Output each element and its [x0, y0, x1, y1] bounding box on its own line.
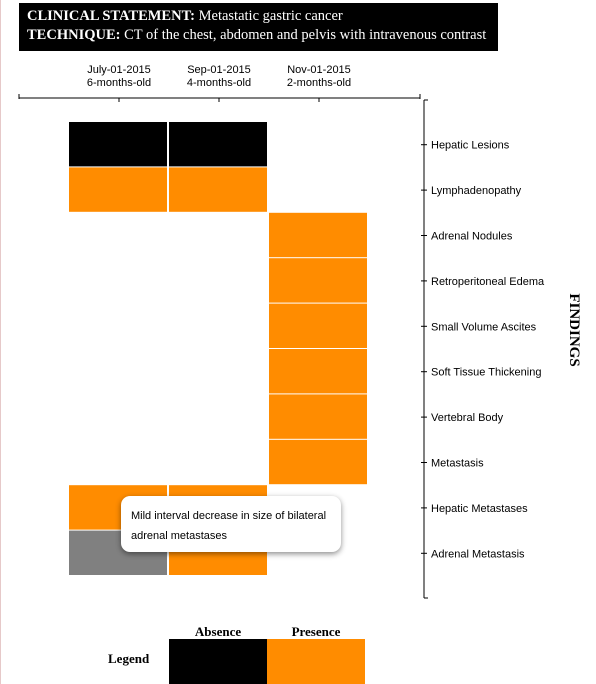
- heatmap-cell-presence: [269, 212, 367, 258]
- heatmap-cell-presence: [69, 167, 167, 212]
- clinical-statement: CLINICAL STATEMENT: Metastatic gastric c…: [27, 7, 498, 26]
- finding-label: Hepatic Lesions: [431, 140, 510, 152]
- finding-label: Adrenal Metastasis: [431, 548, 525, 560]
- finding-label: Soft Tissue Thickening: [431, 367, 541, 379]
- technique: TECHNIQUE: CT of the chest, abdomen and …: [27, 26, 498, 45]
- heatmap-cell-presence: [269, 258, 367, 303]
- legend-presence-swatch: [267, 639, 365, 684]
- finding-label: Lymphadenopathy: [431, 185, 522, 197]
- heatmap-cell-presence: [269, 349, 367, 394]
- finding-label: Metastasis: [431, 458, 484, 470]
- report-header: CLINICAL STATEMENT: Metastatic gastric c…: [19, 3, 498, 51]
- column-age-label: 2-months-old: [287, 77, 351, 89]
- finding-label: Hepatic Metastases: [431, 503, 528, 515]
- column-date-label: July-01-2015: [87, 64, 151, 76]
- finding-label: Small Volume Ascites: [431, 321, 537, 333]
- legend-title: Legend: [108, 651, 150, 666]
- heatmap-cell-presence: [169, 167, 267, 212]
- heatmap-cell-presence: [269, 303, 367, 348]
- heatmap-cell-presence: [269, 439, 367, 485]
- findings-axis-title: FINDINGS: [566, 293, 582, 366]
- finding-label: Retroperitoneal Edema: [431, 276, 545, 288]
- cell-tooltip: Mild interval decrease in size of bilate…: [121, 496, 341, 552]
- technique-value: CT of the chest, abdomen and pelvis with…: [124, 27, 487, 43]
- clinical-statement-label: CLINICAL STATEMENT:: [27, 8, 195, 24]
- column-date-label: Nov-01-2015: [287, 64, 351, 76]
- page-left-border: [0, 0, 1, 684]
- column-age-label: 6-months-old: [87, 77, 151, 89]
- legend-absence-swatch: [169, 639, 267, 684]
- clinical-statement-value: Metastatic gastric cancer: [198, 8, 343, 24]
- finding-label: Adrenal Nodules: [431, 231, 513, 243]
- column-age-label: 4-months-old: [187, 77, 251, 89]
- heatmap-cell-presence: [269, 394, 367, 439]
- finding-label: Vertebral Body: [431, 412, 504, 424]
- technique-label: TECHNIQUE:: [27, 27, 121, 43]
- heatmap-cell-absence: [69, 122, 167, 167]
- legend-presence-label: Presence: [291, 624, 341, 639]
- legend-absence-label: Absence: [194, 624, 242, 639]
- heatmap-cell-absence: [169, 122, 267, 167]
- column-date-label: Sep-01-2015: [187, 64, 251, 76]
